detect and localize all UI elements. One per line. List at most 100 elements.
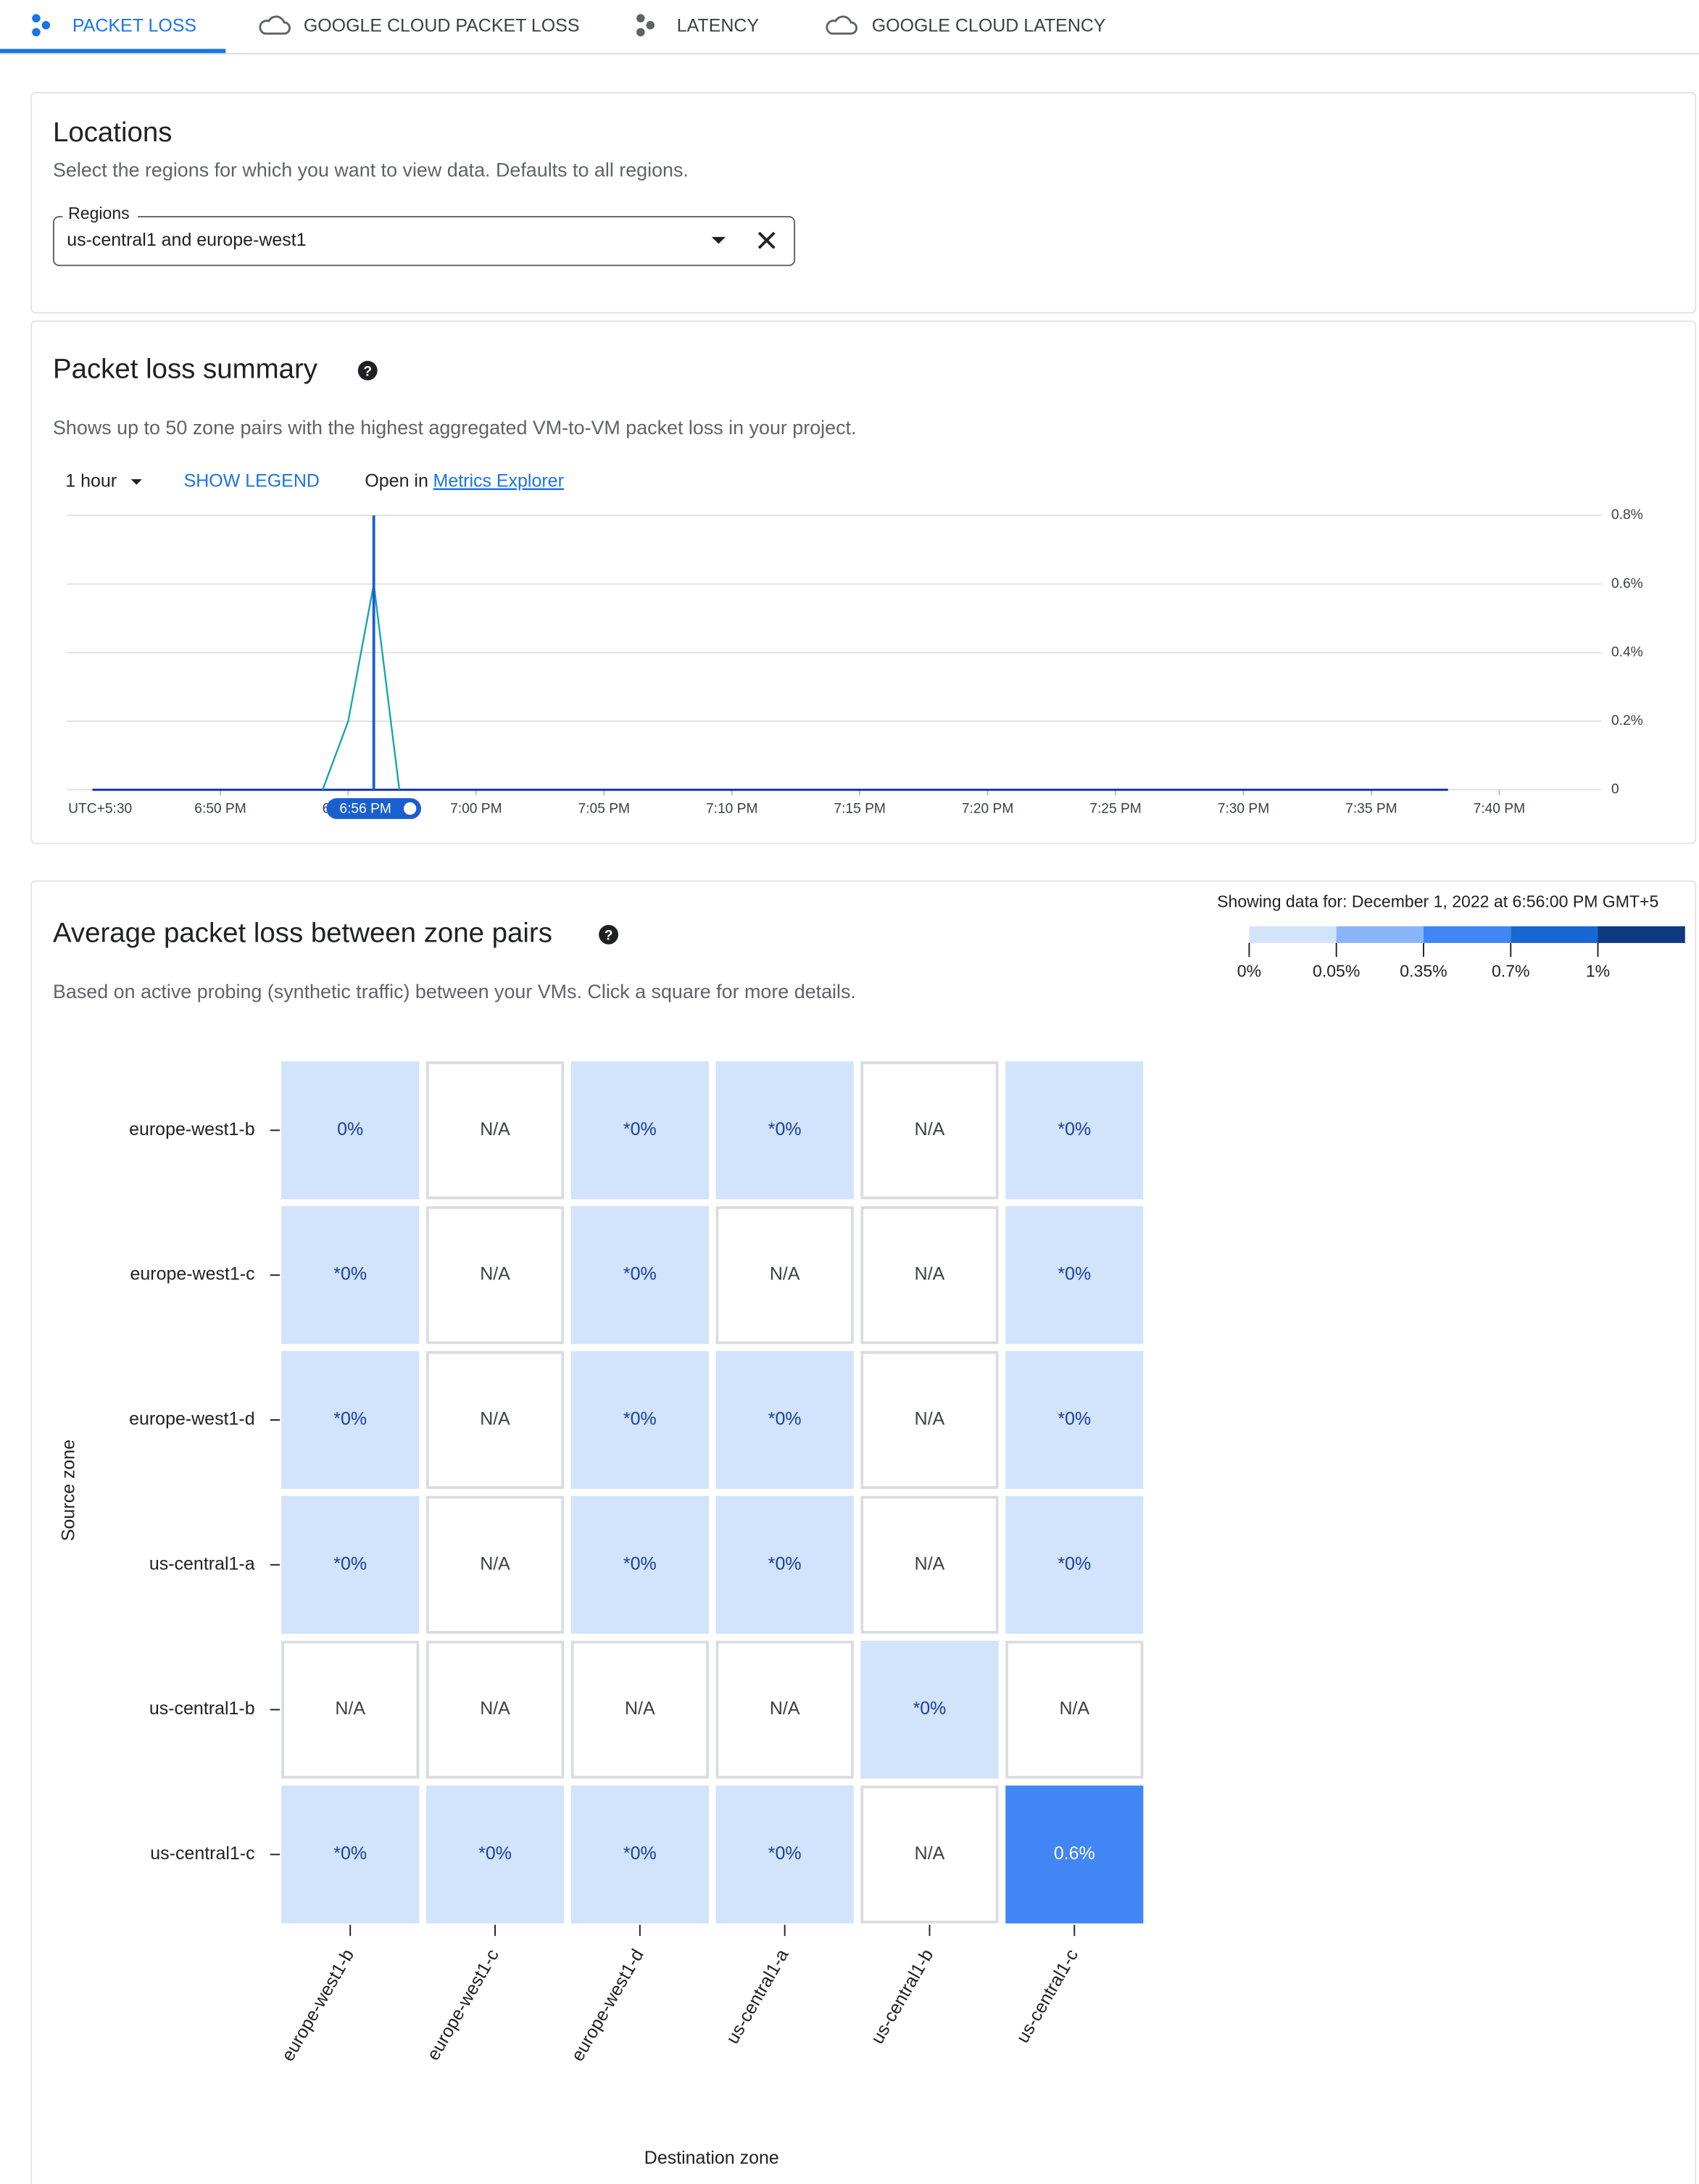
heatmap-cell[interactable]	[570, 1495, 709, 1634]
heatmap-cell[interactable]	[425, 1495, 565, 1634]
legend-label: 0%	[1237, 961, 1261, 980]
cell-label: *0%	[913, 1698, 947, 1719]
x-tick-label: 7:05 PM	[578, 802, 631, 817]
timezone-label: UTC+5:30	[68, 802, 132, 817]
cell-label: *0%	[623, 1119, 657, 1139]
legend-swatch	[1249, 926, 1337, 943]
heatmap-cell[interactable]	[570, 1206, 709, 1345]
heatmap-cell[interactable]	[425, 1785, 565, 1924]
heatmap-cell[interactable]	[860, 1785, 999, 1924]
heatmap-cell[interactable]	[425, 1640, 565, 1779]
x-tick-label: 7:20 PM	[962, 802, 1014, 817]
heatmap-cell[interactable]	[715, 1640, 854, 1779]
heatmap-cell[interactable]	[281, 1206, 420, 1345]
tab[interactable]: GOOGLE CLOUD LATENCY	[872, 15, 1106, 36]
row-label: europe-west1-c	[130, 1264, 255, 1284]
y-tick-label: 0.2%	[1611, 713, 1643, 728]
heatmap-cell[interactable]	[715, 1785, 854, 1924]
heatmap-cell[interactable]	[570, 1350, 709, 1490]
cell-label: *0%	[333, 1553, 367, 1574]
heatmap-cell[interactable]	[425, 1350, 565, 1490]
heatmap-cell[interactable]	[570, 1061, 709, 1200]
cell-label: 0%	[337, 1119, 363, 1139]
section-title: Average packet loss between zone pairs	[53, 918, 552, 949]
heatmap-cell[interactable]	[281, 1495, 420, 1634]
legend-swatch	[1511, 926, 1598, 943]
label-gap	[62, 206, 138, 223]
help-icon[interactable]: ?	[599, 924, 619, 944]
heatmap-cell[interactable]	[425, 1206, 565, 1345]
cell-label: N/A	[915, 1553, 945, 1574]
cell-label: N/A	[1059, 1698, 1089, 1719]
cell-label: *0%	[623, 1843, 657, 1864]
heatmap-cell[interactable]	[860, 1061, 999, 1200]
tab-icon	[826, 15, 857, 35]
section-title: Locations	[53, 117, 172, 148]
tab[interactable]: GOOGLE CLOUD PACKET LOSS	[304, 15, 580, 36]
heatmap-cell[interactable]	[281, 1350, 420, 1490]
heatmap-cell[interactable]	[715, 1061, 854, 1200]
cell-label: N/A	[915, 1119, 945, 1139]
heatmap-cell[interactable]	[1005, 1495, 1144, 1634]
heatmap-cell[interactable]	[281, 1640, 420, 1779]
tab-icon	[259, 15, 291, 35]
section-title: Packet loss summary	[53, 353, 318, 384]
cell-label: *0%	[768, 1119, 802, 1139]
card	[30, 320, 1697, 844]
cell-label: N/A	[770, 1264, 800, 1284]
range-select[interactable]: 1 hour	[65, 471, 117, 491]
legend-label: 0.35%	[1400, 961, 1447, 980]
heatmap-cell[interactable]	[425, 1061, 565, 1200]
cell-label: *0%	[768, 1843, 802, 1864]
cursor-close[interactable]	[403, 802, 417, 815]
heatmap-cell[interactable]	[1005, 1206, 1144, 1345]
cursor-chip[interactable]	[326, 798, 422, 819]
heatmap-cell[interactable]	[860, 1350, 999, 1490]
svg-text:?: ?	[363, 364, 372, 379]
section-subtitle: Shows up to 50 zone pairs with the highe…	[53, 417, 856, 439]
heatmap-cell[interactable]	[715, 1206, 854, 1345]
heatmap-cell[interactable]	[860, 1495, 999, 1634]
heatmap-cell[interactable]	[1005, 1350, 1144, 1490]
row-label: us-central1-c	[150, 1843, 254, 1864]
heatmap-cell[interactable]	[281, 1785, 420, 1924]
cell-label: N/A	[335, 1698, 365, 1719]
heatmap-cell[interactable]	[1005, 1785, 1144, 1924]
x-tick-label: 7:00 PM	[450, 802, 502, 817]
heatmap-cell[interactable]	[860, 1206, 999, 1345]
dropdown-arrow[interactable]	[711, 236, 726, 244]
heatmap-cell[interactable]	[570, 1785, 709, 1924]
field-value: us-central1 and europe-west1	[67, 230, 306, 250]
tab-icon	[32, 14, 51, 37]
dropdown-arrow[interactable]	[130, 479, 142, 485]
tab[interactable]: LATENCY	[677, 15, 760, 36]
cell-label: N/A	[770, 1698, 800, 1719]
heatmap-cell[interactable]	[281, 1061, 420, 1200]
card	[30, 91, 1697, 314]
cell-label: *0%	[1058, 1409, 1091, 1429]
x-tick-label: 7:40 PM	[1474, 802, 1526, 817]
x-tick-label: 7:35 PM	[1345, 802, 1397, 817]
heatmap-cell[interactable]	[860, 1640, 999, 1779]
tab[interactable]: PACKET LOSS	[72, 15, 196, 36]
cell-label: *0%	[333, 1843, 367, 1864]
row-label: europe-west1-b	[129, 1119, 255, 1139]
cell-label: N/A	[625, 1698, 655, 1719]
heatmap-cell[interactable]	[570, 1640, 709, 1779]
heatmap-cell[interactable]	[1005, 1061, 1144, 1200]
clear-button[interactable]	[757, 231, 776, 249]
row-label: us-central1-b	[149, 1698, 255, 1719]
svg-text:?: ?	[605, 928, 613, 943]
heatmap-cell[interactable]	[715, 1495, 854, 1634]
active-tab-indicator	[0, 49, 226, 54]
open-in-label: Open in	[365, 471, 428, 491]
select-field[interactable]	[53, 215, 796, 267]
legend-swatch	[1336, 926, 1424, 943]
show-legend-button[interactable]: SHOW LEGEND	[184, 471, 320, 491]
help-icon[interactable]: ?	[357, 360, 378, 381]
section-subtitle: Select the regions for which you want to…	[53, 159, 689, 181]
heatmap-cell[interactable]	[1005, 1640, 1144, 1779]
x-tick-label: 7:25 PM	[1089, 802, 1142, 817]
metrics-explorer-link[interactable]: Metrics Explorer	[433, 471, 564, 491]
heatmap-cell[interactable]	[715, 1350, 854, 1490]
